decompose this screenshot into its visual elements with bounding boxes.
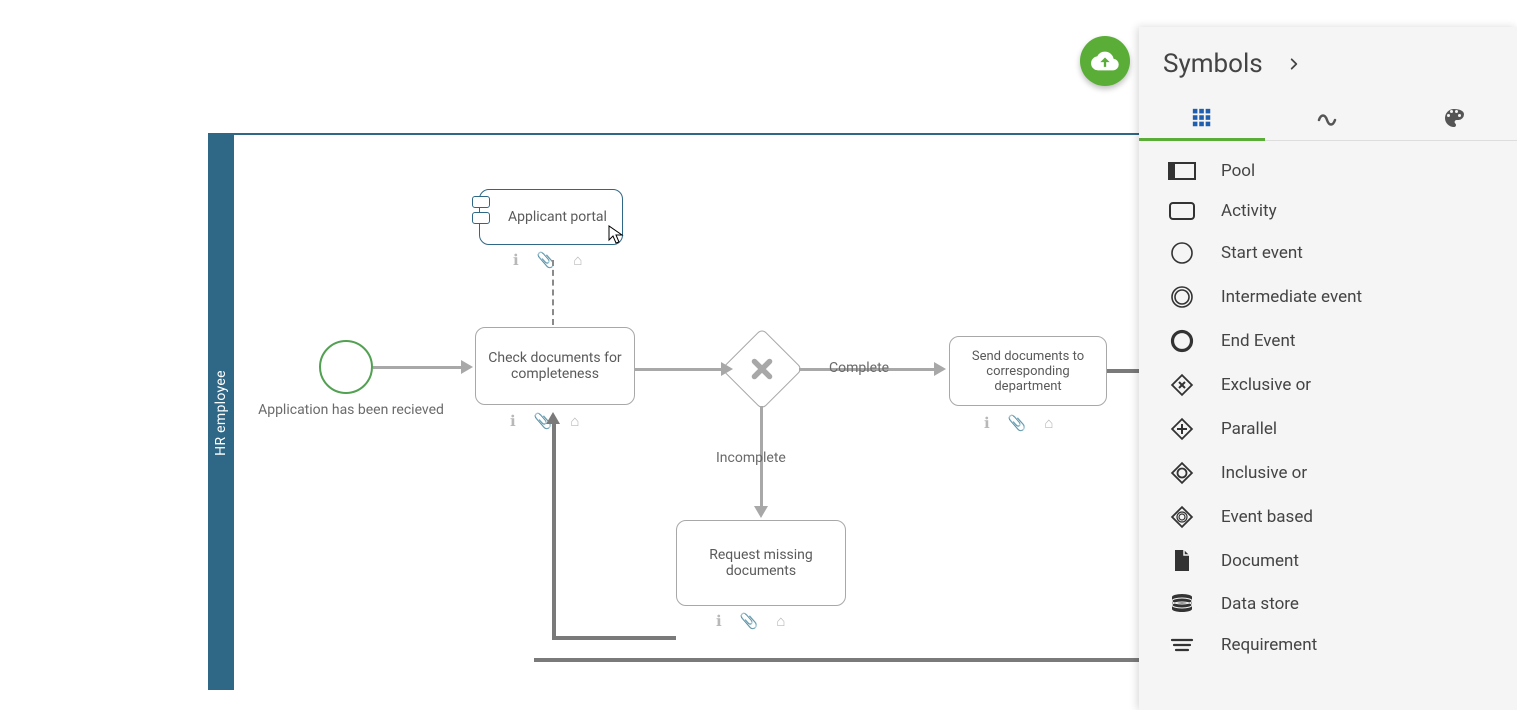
symbols-panel: Symbols PoolActivityStart eventInterm [1139, 27, 1517, 710]
panel-tabs [1139, 95, 1517, 141]
symbol-end-event[interactable]: End Event [1139, 319, 1517, 363]
arrowhead-icon [721, 362, 733, 376]
symbol-label: Data store [1221, 594, 1299, 614]
symbol-label: End Event [1221, 331, 1295, 351]
x-icon [749, 356, 775, 382]
arrowhead-icon [934, 362, 946, 376]
org-icon[interactable]: ⌂ [1044, 414, 1053, 432]
info-icon[interactable]: ℹ [984, 414, 990, 432]
symbol-label: Activity [1221, 201, 1277, 221]
arrowhead-icon [546, 412, 560, 424]
arrowhead-icon [461, 360, 473, 374]
symbol-pool[interactable]: Pool [1139, 151, 1517, 191]
edge-dashed [552, 260, 554, 325]
inclusive-icon [1165, 461, 1199, 485]
attachment-icon[interactable]: 📎 [1008, 414, 1027, 432]
edge [1107, 369, 1139, 373]
data-store-icon [1165, 593, 1199, 615]
start-event-label: Application has been recieved [256, 402, 446, 418]
org-icon[interactable]: ⌂ [776, 612, 785, 630]
node-tools[interactable]: ℹ 📎 ⌂ [513, 251, 582, 269]
collapse-panel-button[interactable] [1287, 52, 1301, 76]
activity-send-documents[interactable]: Send documents to corresponding departme… [949, 336, 1107, 406]
symbol-exclusive[interactable]: Exclusive or [1139, 363, 1517, 407]
document-icon [1165, 549, 1199, 573]
cloud-upload-icon [1091, 47, 1119, 75]
edge [373, 366, 463, 369]
edge [552, 424, 556, 640]
pool-icon [1165, 162, 1199, 180]
activity-label: Request missing documents [687, 547, 835, 579]
org-icon[interactable]: ⌂ [573, 251, 582, 269]
symbol-label: Event based [1221, 507, 1313, 527]
edge-label-incomplete: Incomplete [716, 450, 786, 466]
symbol-label: Exclusive or [1221, 375, 1311, 395]
node-tools[interactable]: ℹ 📎 ⌂ [984, 414, 1053, 432]
parallel-icon [1165, 417, 1199, 441]
chevron-right-icon [1287, 57, 1301, 71]
symbol-requirement[interactable]: Requirement [1139, 625, 1517, 665]
palette-icon [1442, 106, 1466, 130]
info-icon[interactable]: ℹ [510, 412, 516, 430]
requirement-icon [1165, 637, 1199, 653]
exclusive-icon [1165, 373, 1199, 397]
activity-label: Check documents for completeness [486, 350, 624, 382]
symbol-label: Inclusive or [1221, 463, 1307, 483]
symbol-data-store[interactable]: Data store [1139, 583, 1517, 625]
symbol-label: Intermediate event [1221, 287, 1362, 307]
org-icon[interactable]: ⌂ [570, 412, 579, 430]
activity-check-documents[interactable]: Check documents for completeness [475, 327, 635, 405]
symbol-inclusive[interactable]: Inclusive or [1139, 451, 1517, 495]
tab-style[interactable] [1391, 95, 1517, 140]
symbol-intermediate[interactable]: Intermediate event [1139, 275, 1517, 319]
subprocess-label: Applicant portal [508, 209, 607, 225]
upload-fab[interactable] [1080, 36, 1130, 86]
activity-label: Send documents to corresponding departme… [960, 349, 1096, 394]
subprocess-applicant-portal[interactable]: Applicant portal [479, 189, 623, 245]
pool-header[interactable]: HR employee [208, 135, 234, 690]
panel-header: Symbols [1139, 27, 1517, 95]
arrowhead-icon [754, 506, 768, 518]
edge [552, 636, 676, 640]
symbol-activity[interactable]: Activity [1139, 191, 1517, 231]
symbol-label: Requirement [1221, 635, 1317, 655]
edge [635, 368, 723, 371]
start-event-node[interactable] [319, 340, 373, 394]
node-tools[interactable]: ℹ 📎 ⌂ [716, 612, 785, 630]
node-tools[interactable]: ℹ 📎 ⌂ [510, 412, 579, 430]
activity-icon [1165, 202, 1199, 220]
intermediate-icon [1165, 285, 1199, 309]
info-icon[interactable]: ℹ [513, 251, 519, 269]
tab-shapes[interactable] [1139, 95, 1265, 140]
activity-request-documents[interactable]: Request missing documents [676, 520, 846, 606]
start-event-icon [1165, 241, 1199, 265]
edge-label-complete: Complete [829, 360, 889, 376]
event-based-icon [1165, 505, 1199, 529]
symbols-list[interactable]: Pool Activity Start event Intermediate even… [1139, 141, 1517, 710]
symbol-document[interactable]: Document [1139, 539, 1517, 583]
edge [534, 658, 1139, 662]
symbol-label: Document [1221, 551, 1299, 571]
grid-icon [1191, 107, 1213, 129]
attachment-icon[interactable]: 📎 [740, 612, 759, 630]
symbol-start-event[interactable]: Start event [1139, 231, 1517, 275]
symbol-event-based[interactable]: Event based [1139, 495, 1517, 539]
end-event-icon [1165, 329, 1199, 353]
panel-title: Symbols [1163, 49, 1263, 79]
scribble-icon [1316, 106, 1340, 130]
tab-freehand[interactable] [1265, 95, 1391, 140]
symbol-label: Parallel [1221, 419, 1277, 439]
symbol-label: Pool [1221, 161, 1255, 181]
info-icon[interactable]: ℹ [716, 612, 722, 630]
pool-label: HR employee [213, 370, 229, 456]
symbol-parallel[interactable]: Parallel [1139, 407, 1517, 451]
symbol-label: Start event [1221, 243, 1303, 263]
